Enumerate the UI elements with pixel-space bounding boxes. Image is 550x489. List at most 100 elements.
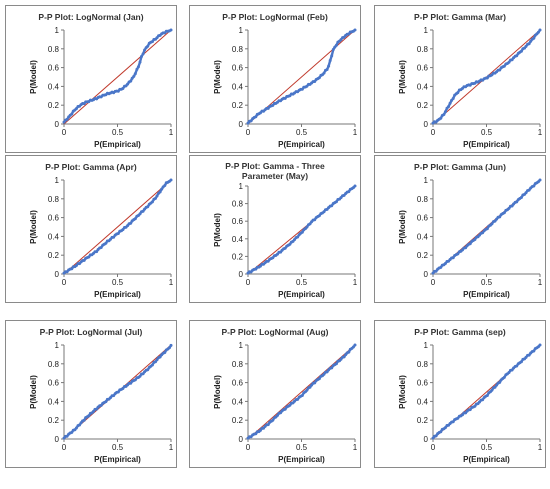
data-point: [99, 246, 103, 249]
data-point: [296, 397, 300, 401]
data-point: [313, 218, 317, 222]
data-point: [104, 400, 108, 404]
data-point: [150, 40, 154, 44]
data-point: [138, 60, 142, 64]
x-tick-label: 0: [246, 443, 251, 452]
data-point: [65, 117, 69, 121]
data-point: [519, 360, 523, 364]
data-point: [135, 67, 139, 71]
x-tick-label: 1: [353, 278, 358, 287]
data-point: [493, 385, 497, 389]
data-point: [339, 38, 343, 42]
y-tick-label: 0: [55, 270, 60, 279]
y-tick-label: 0.6: [48, 64, 60, 73]
data-point: [293, 238, 296, 242]
x-tick-label: 0: [431, 128, 436, 137]
data-point: [334, 362, 338, 366]
y-tick-label: 0.4: [417, 82, 429, 91]
data-point: [347, 190, 351, 194]
y-tick-label: 1: [55, 26, 60, 35]
y-tick-label: 1: [55, 341, 60, 350]
y-axis-label: P(Model): [213, 375, 222, 409]
data-point: [524, 44, 528, 48]
data-point: [158, 190, 162, 194]
data-point: [138, 212, 142, 216]
plot-area: 0 0.2 0.4 0.6 0.8 1 0 0.5 1 P(Empirical) P(Model): [213, 341, 358, 464]
data-point: [70, 112, 74, 116]
x-tick-label: 1: [538, 278, 543, 287]
data-point: [515, 364, 519, 368]
y-tick-label: 0.2: [48, 101, 60, 110]
data-point: [439, 116, 443, 120]
data-point: [451, 256, 455, 260]
data-point: [249, 119, 253, 123]
data-point: [140, 55, 143, 58]
x-axis-label: P(Empirical): [463, 140, 510, 149]
data-point: [532, 184, 536, 188]
y-tick-label: 0.8: [232, 45, 244, 54]
data-point: [116, 232, 120, 235]
data-point: [443, 426, 447, 430]
y-axis-label: P(Model): [398, 375, 407, 409]
data-point: [443, 262, 447, 265]
x-axis-label: P(Empirical): [94, 290, 141, 299]
x-tick-label: 0.5: [112, 278, 124, 287]
y-tick-label: 0.6: [48, 214, 60, 223]
data-point: [150, 200, 154, 204]
data-point: [104, 241, 108, 245]
y-tick-label: 0.2: [417, 416, 429, 425]
pp-plot-panel: P-P Plot: Gamma (Apr) 0 0.2 0.4 0.6 0.8 1 0 0.5 1…: [5, 155, 177, 303]
y-tick-label: 0.2: [232, 252, 244, 261]
data-point: [443, 110, 447, 114]
data-point: [515, 200, 519, 204]
data-point: [271, 256, 275, 260]
y-tick-label: 0: [239, 435, 244, 444]
y-tick-label: 0.8: [417, 45, 429, 54]
y-axis-label: P(Model): [398, 60, 407, 94]
data-point: [70, 430, 74, 434]
data-point: [447, 105, 450, 109]
data-point: [322, 71, 326, 75]
data-point: [129, 221, 133, 225]
y-tick-label: 0.2: [417, 251, 429, 260]
x-tick-label: 0: [246, 128, 251, 137]
data-point: [288, 403, 292, 407]
data-point: [167, 346, 171, 350]
data-point: [532, 36, 536, 40]
x-tick-label: 1: [169, 128, 174, 137]
data-point: [442, 113, 446, 116]
x-tick-label: 1: [169, 278, 174, 287]
pp-plot-panel: P-P Plot: Gamma - Three Parameter (May) 0…: [189, 155, 361, 303]
data-point: [502, 211, 506, 215]
data-point: [78, 423, 81, 427]
plot-title: P-P Plot: Gamma (Jun): [414, 162, 506, 172]
data-point: [507, 206, 511, 210]
data-point: [146, 368, 150, 372]
data-point: [308, 385, 312, 389]
y-tick-label: 0.8: [232, 200, 244, 209]
y-tick-label: 0.4: [48, 232, 60, 241]
x-tick-label: 1: [169, 443, 174, 452]
y-axis-label: P(Model): [398, 210, 407, 244]
data-point: [283, 246, 287, 250]
plot-area: 0 0.2 0.4 0.6 0.8 1 0 0.5 1 P(Empirical) P(Model): [29, 26, 174, 149]
x-tick-label: 0.5: [112, 128, 124, 137]
data-point: [328, 59, 332, 62]
y-axis-label: P(Model): [213, 60, 222, 94]
data-point: [485, 227, 489, 231]
data-point: [313, 381, 317, 385]
data-point: [456, 252, 460, 256]
data-point: [317, 76, 321, 80]
y-tick-label: 0: [424, 435, 429, 444]
plot-title: P-P Plot: LogNormal (Jul): [39, 327, 143, 337]
data-point: [538, 28, 542, 32]
data-point: [464, 246, 468, 250]
data-point: [527, 42, 531, 46]
data-point: [524, 191, 528, 195]
plot-area: 0 0.2 0.4 0.6 0.8 1 0 0.5 1 P(Empirical) P(Model): [29, 176, 174, 299]
y-tick-label: 0.6: [232, 64, 244, 73]
y-tick-label: 0: [424, 120, 429, 129]
data-point: [305, 225, 309, 229]
data-point: [141, 209, 145, 213]
y-tick-label: 0.8: [48, 195, 60, 204]
